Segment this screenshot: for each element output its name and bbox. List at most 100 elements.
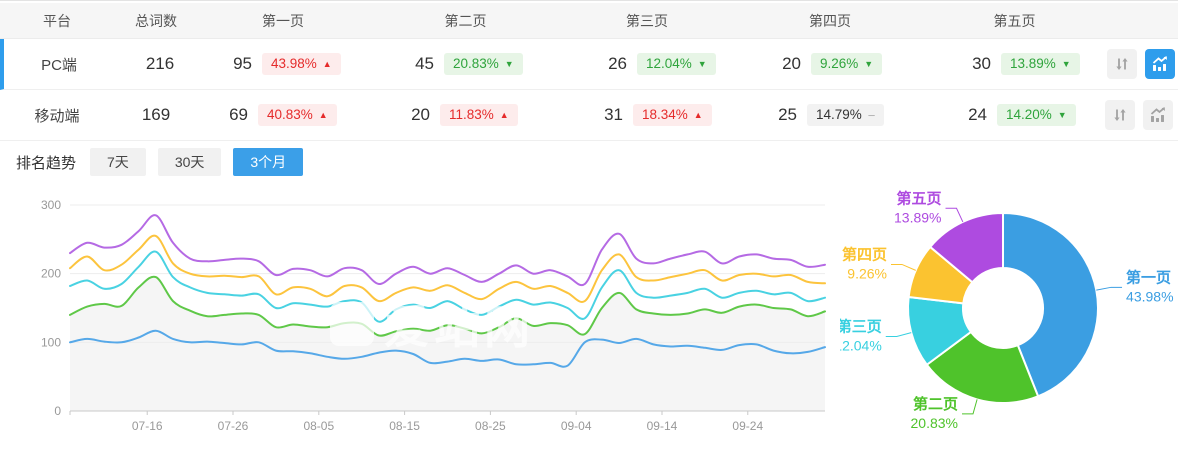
pct-value: 43.98% bbox=[271, 56, 317, 72]
svg-text:100: 100 bbox=[41, 335, 61, 349]
trend-arrow-icon: ▲ bbox=[693, 109, 703, 120]
svg-text:43.98%: 43.98% bbox=[1126, 288, 1173, 304]
platform-label: 移动端 bbox=[34, 107, 80, 125]
tab-label: 3个月 bbox=[250, 154, 287, 170]
svg-text:07-16: 07-16 bbox=[132, 419, 163, 433]
pct-value: 14.20% bbox=[1006, 107, 1052, 123]
page3-pct-badge: 12.04% ▼ bbox=[637, 53, 716, 75]
svg-text:13.89%: 13.89% bbox=[894, 209, 941, 225]
page4-cell: 20 9.26% ▼ bbox=[735, 53, 933, 75]
tab-30days[interactable]: 30天 bbox=[157, 148, 222, 176]
col-header-platform: 平台 bbox=[43, 12, 71, 29]
pct-value: 18.34% bbox=[642, 107, 688, 123]
svg-text:09-24: 09-24 bbox=[732, 419, 763, 433]
col-header-page4: 第四页 bbox=[809, 12, 851, 29]
page1-pct-badge: 40.83% ▲ bbox=[258, 104, 337, 126]
page4-cell: 25 14.79% − bbox=[731, 104, 929, 126]
tab-label: 7天 bbox=[107, 154, 129, 170]
col-header-page2: 第二页 bbox=[444, 12, 487, 29]
svg-text:第五页: 第五页 bbox=[896, 189, 941, 207]
pct-value: 40.83% bbox=[267, 107, 313, 123]
row-actions bbox=[1100, 100, 1178, 130]
trend-tabs-row: 排名趋势 7天 30天 3个月 bbox=[0, 141, 1178, 183]
trend-chart-button[interactable] bbox=[1145, 49, 1175, 79]
page5-count: 24 bbox=[968, 105, 987, 124]
page3-count: 26 bbox=[608, 54, 627, 73]
svg-text:07-26: 07-26 bbox=[218, 419, 249, 433]
svg-text:第二页: 第二页 bbox=[913, 395, 958, 413]
svg-text:09-04: 09-04 bbox=[561, 419, 592, 433]
total-words-value: 169 bbox=[141, 105, 171, 124]
page2-pct-badge: 20.83% ▼ bbox=[444, 53, 523, 75]
pct-value: 20.83% bbox=[453, 56, 499, 72]
col-header-page3: 第三页 bbox=[626, 12, 668, 29]
pct-value: 14.79% bbox=[816, 107, 862, 123]
bar-line-chart-icon bbox=[1151, 55, 1169, 73]
svg-text:第一页: 第一页 bbox=[1126, 268, 1171, 286]
section-title: 排名趋势 bbox=[16, 154, 77, 172]
col-header-page1: 第一页 bbox=[262, 12, 304, 29]
page5-pct-badge: 14.20% ▼ bbox=[997, 104, 1076, 126]
svg-text:08-15: 08-15 bbox=[389, 419, 420, 433]
page2-count: 45 bbox=[415, 54, 434, 73]
tab-7days[interactable]: 7天 bbox=[90, 148, 146, 176]
page2-cell: 45 20.83% ▼ bbox=[372, 53, 567, 75]
up-down-arrows-icon bbox=[1112, 107, 1128, 123]
trend-arrow-icon: ▲ bbox=[318, 109, 328, 120]
bar-line-chart-icon bbox=[1149, 106, 1167, 124]
page1-pct-badge: 43.98% ▲ bbox=[262, 53, 341, 75]
svg-text:08-25: 08-25 bbox=[475, 419, 506, 433]
page3-cell: 31 18.34% ▲ bbox=[563, 104, 731, 126]
table-row-pc[interactable]: PC端 216 95 43.98% ▲ 45 20.83% ▼ 26 12.04% ▼… bbox=[0, 39, 1178, 90]
trend-arrow-icon: ▼ bbox=[864, 58, 874, 69]
pct-value: 12.04% bbox=[646, 56, 692, 72]
total-words-value: 216 bbox=[145, 54, 175, 73]
svg-text:12.04%: 12.04% bbox=[840, 337, 882, 353]
trend-arrow-icon: ▼ bbox=[697, 58, 707, 69]
page2-count: 20 bbox=[411, 105, 430, 124]
trend-chart-button[interactable] bbox=[1143, 100, 1173, 130]
page3-count: 31 bbox=[604, 105, 623, 124]
up-down-arrows-icon bbox=[1114, 56, 1130, 72]
svg-text:08-05: 08-05 bbox=[303, 419, 334, 433]
trend-arrow-icon: ▲ bbox=[499, 109, 509, 120]
pct-value: 11.83% bbox=[449, 107, 494, 123]
page1-count: 69 bbox=[229, 105, 248, 124]
table-header: 平台 总词数 第一页 第二页 第三页 第四页 第五页 bbox=[0, 3, 1178, 39]
row-actions bbox=[1104, 49, 1178, 79]
trend-line-chart[interactable]: 0 100 200 300 07-16 07-26 08-05 08-15 08-25 09-04… bbox=[10, 187, 842, 453]
page1-count: 95 bbox=[233, 54, 252, 73]
page-distribution-donut-chart[interactable]: 第一页 43.98% 第二页 20.83% 第三页 12.04% 第四页 9.26% 第五页 13… bbox=[834, 175, 1178, 454]
pct-value: 13.89% bbox=[1010, 56, 1056, 72]
trend-arrow-icon: ▼ bbox=[1061, 58, 1071, 69]
page2-pct-badge: 11.83% ▲ bbox=[440, 104, 518, 126]
platform-label: PC端 bbox=[41, 56, 77, 74]
col-header-page5: 第五页 bbox=[993, 12, 1036, 29]
svg-text:200: 200 bbox=[41, 267, 61, 281]
svg-text:20.83%: 20.83% bbox=[911, 415, 958, 431]
tab-3months[interactable]: 3个月 bbox=[233, 148, 304, 176]
table-row-mobile[interactable]: 移动端 169 69 40.83% ▲ 20 11.83% ▲ 31 18.34% ▲… bbox=[0, 90, 1178, 141]
svg-text:0: 0 bbox=[54, 404, 61, 418]
page5-pct-badge: 13.89% ▼ bbox=[1001, 53, 1080, 75]
page5-count: 30 bbox=[972, 54, 991, 73]
trend-arrow-icon: ▼ bbox=[504, 58, 514, 69]
svg-text:9.26%: 9.26% bbox=[847, 265, 887, 281]
page2-cell: 20 11.83% ▲ bbox=[368, 104, 563, 126]
page1-cell: 69 40.83% ▲ bbox=[198, 104, 368, 126]
trend-arrow-icon: − bbox=[867, 107, 876, 123]
sort-button[interactable] bbox=[1105, 100, 1135, 130]
page4-pct-badge: 14.79% − bbox=[807, 104, 885, 126]
svg-text:第四页: 第四页 bbox=[842, 245, 887, 263]
col-header-total-words: 总词数 bbox=[135, 12, 177, 29]
sort-button[interactable] bbox=[1107, 49, 1137, 79]
svg-text:300: 300 bbox=[41, 198, 61, 212]
trend-arrow-icon: ▼ bbox=[1057, 109, 1067, 120]
trend-arrow-icon: ▲ bbox=[322, 58, 332, 69]
tab-label: 30天 bbox=[174, 154, 205, 170]
page4-count: 25 bbox=[778, 105, 797, 124]
page4-count: 20 bbox=[782, 54, 801, 73]
pct-value: 9.26% bbox=[820, 56, 859, 72]
page3-cell: 26 12.04% ▼ bbox=[567, 53, 735, 75]
